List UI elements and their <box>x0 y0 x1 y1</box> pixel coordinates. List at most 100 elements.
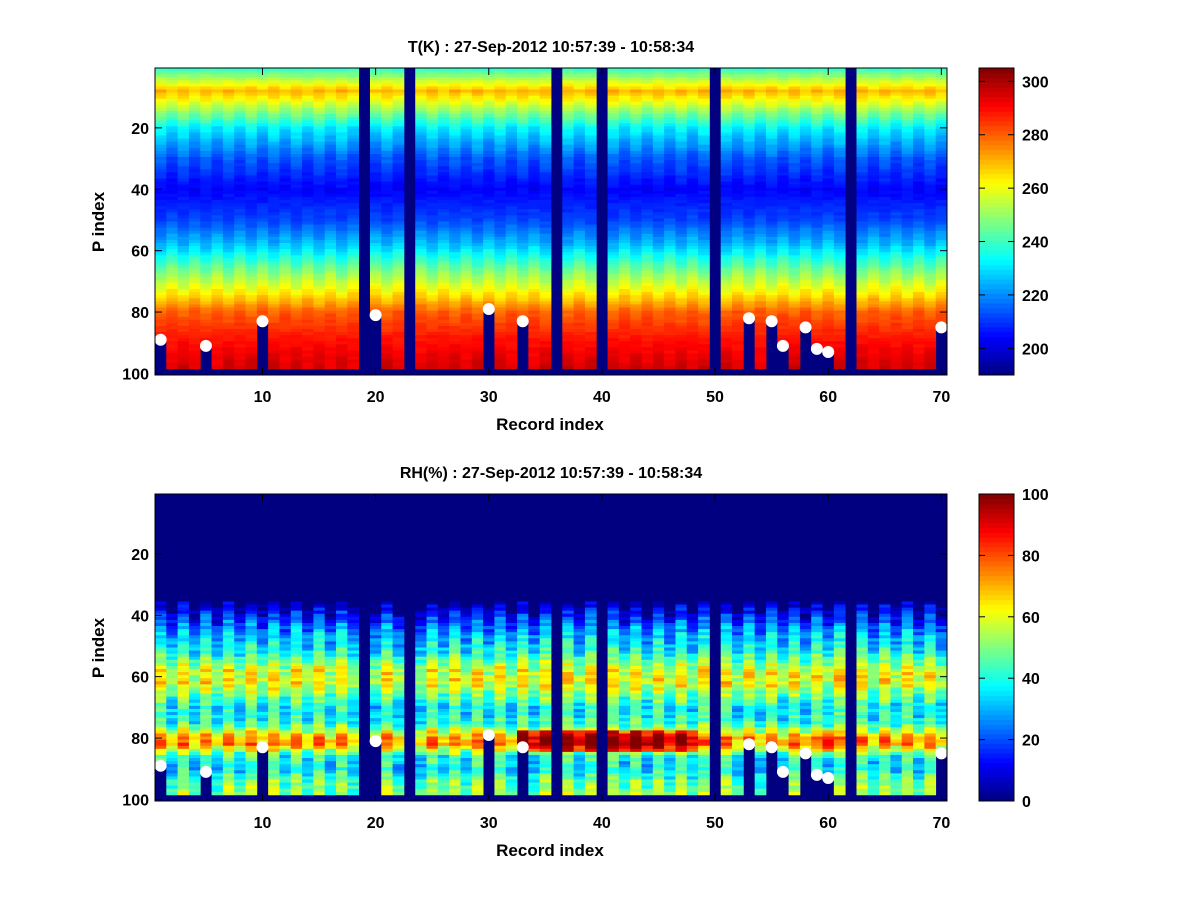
heatmap-cell <box>381 347 393 351</box>
heatmap-cell <box>279 298 292 302</box>
heatmap-cell <box>437 252 450 256</box>
heatmap-cell <box>732 230 744 235</box>
heatmap-cell <box>324 273 337 278</box>
heatmap-cell <box>290 126 303 130</box>
heatmap-cell <box>494 110 507 115</box>
heatmap-cell <box>234 80 246 84</box>
heatmap-cell <box>652 307 665 311</box>
heatmap-cell <box>686 227 699 232</box>
heatmap-cell <box>720 224 733 229</box>
heatmap-cell <box>211 138 224 143</box>
heatmap-cell <box>347 227 360 232</box>
heatmap-cell <box>166 80 179 84</box>
heatmap-cell <box>652 107 665 112</box>
heatmap-cell <box>494 276 507 281</box>
heatmap-cell <box>415 344 427 348</box>
heatmap-cell <box>754 301 767 305</box>
heatmap-cell <box>517 190 529 195</box>
heatmap-cell <box>698 258 710 262</box>
heatmap-cell <box>720 227 733 232</box>
heatmap-cell <box>471 193 484 198</box>
heatmap-cell <box>426 166 439 170</box>
heatmap-cell <box>720 319 733 324</box>
heatmap-cell <box>426 298 439 302</box>
heatmap-cell <box>302 233 314 238</box>
heatmap-cell <box>415 242 427 247</box>
heatmap-cell <box>528 74 541 78</box>
heatmap-cell <box>494 267 507 272</box>
heatmap-cell <box>392 175 405 179</box>
heatmap-cell <box>324 295 337 299</box>
heatmap-cell <box>437 150 450 155</box>
heatmap-cell <box>539 365 552 370</box>
heatmap-cell <box>573 95 586 100</box>
heatmap-cell <box>347 322 360 327</box>
heatmap-cell <box>528 71 541 75</box>
heatmap-cell <box>483 80 495 84</box>
heatmap-cell <box>222 95 235 100</box>
heatmap-cell <box>347 107 360 112</box>
heatmap-cell <box>426 196 439 201</box>
heatmap-cell <box>494 160 507 164</box>
heatmap-cell <box>460 132 473 136</box>
heatmap-cell <box>505 144 518 149</box>
heatmap-cell <box>290 157 303 161</box>
heatmap-cell <box>279 181 292 186</box>
heatmap-cell <box>765 224 778 229</box>
heatmap-cell <box>494 157 507 161</box>
heatmap-cell <box>336 227 348 232</box>
record-column <box>777 68 789 348</box>
heatmap-cell <box>188 212 201 216</box>
heatmap-cell <box>234 147 246 152</box>
heatmap-cell <box>369 135 382 140</box>
heatmap-cell <box>437 169 450 173</box>
heatmap-cell <box>200 166 212 170</box>
heatmap-cell <box>415 141 427 146</box>
heatmap-cell <box>347 224 360 229</box>
heatmap-cell <box>313 230 326 235</box>
heatmap-cell <box>426 200 439 204</box>
temperature-heatmap <box>154 68 948 375</box>
heatmap-cell <box>517 307 529 311</box>
heatmap-cell <box>313 86 326 90</box>
heatmap-cell <box>754 74 767 78</box>
heatmap-cell <box>245 132 258 136</box>
heatmap-cell <box>415 261 427 265</box>
heatmap-cell <box>562 95 575 100</box>
heatmap-cell <box>641 356 654 361</box>
heatmap-cell <box>415 282 427 287</box>
heatmap-cell <box>222 332 235 336</box>
heatmap-cell <box>539 332 552 336</box>
heatmap-cell <box>222 316 235 321</box>
heatmap-cell <box>234 169 246 173</box>
record-column <box>188 68 201 370</box>
heatmap-cell <box>675 98 688 103</box>
heatmap-cell <box>686 267 699 272</box>
heatmap-cell <box>573 353 586 357</box>
heatmap-cell <box>765 304 778 308</box>
heatmap-cell <box>686 246 699 250</box>
heatmap-cell <box>675 295 688 299</box>
heatmap-cell <box>664 301 676 305</box>
heatmap-cell <box>256 203 269 207</box>
heatmap-cell <box>471 242 484 247</box>
heatmap-cell <box>347 252 360 256</box>
heatmap-cell <box>539 144 552 149</box>
heatmap-cell <box>177 242 190 247</box>
heatmap-cell <box>188 224 201 229</box>
heatmap-cell <box>528 129 541 133</box>
heatmap-cell <box>234 117 246 121</box>
heatmap-cell <box>256 196 269 201</box>
heatmap-cell <box>279 295 292 299</box>
heatmap-cell <box>268 356 280 361</box>
heatmap-cell <box>290 338 303 342</box>
heatmap-cell <box>347 181 360 186</box>
heatmap-cell <box>720 175 733 179</box>
heatmap-cell <box>573 80 586 84</box>
heatmap-cell <box>732 236 744 241</box>
heatmap-cell <box>268 282 280 287</box>
heatmap-cell <box>369 212 382 216</box>
heatmap-cell <box>460 101 473 106</box>
heatmap-cell <box>641 239 654 244</box>
heatmap-cell <box>698 101 710 106</box>
